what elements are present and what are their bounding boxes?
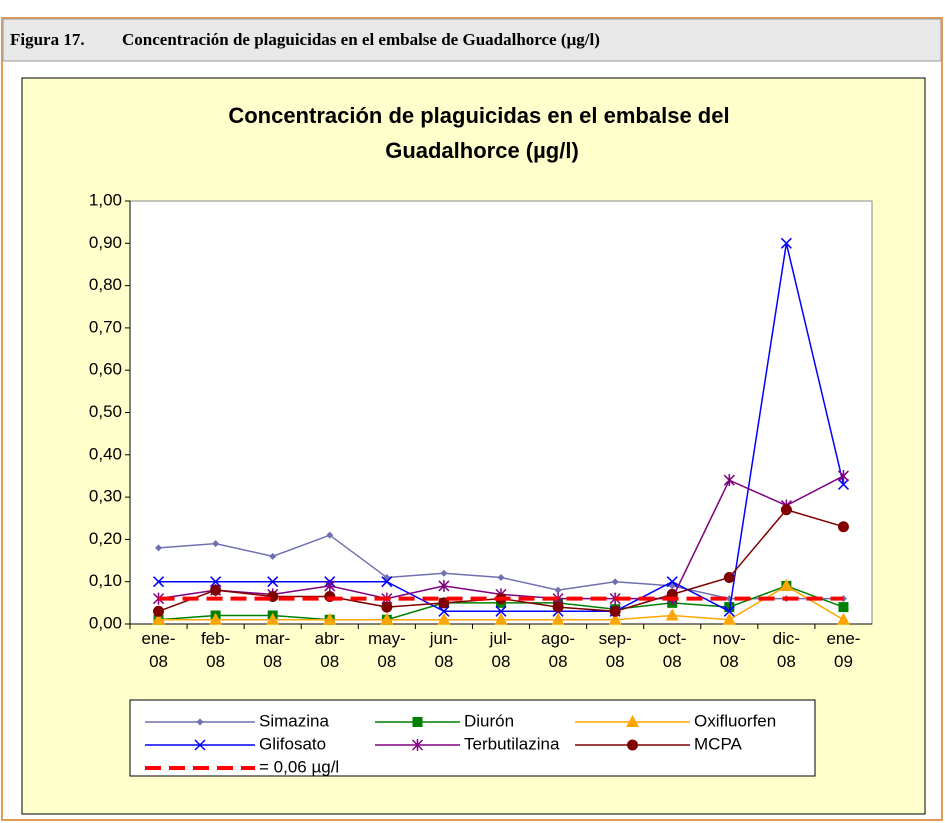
marker [209,612,223,625]
marker [323,612,337,625]
marker [494,612,508,625]
marker [609,605,621,617]
x-tick-label: feb-08 [201,629,230,671]
x-tick-label: oct-08 [658,629,686,671]
marker [152,612,166,625]
y-tick-label: 0,20 [89,529,122,548]
marker [666,576,678,588]
y-tick-label: 0,40 [89,444,122,463]
figure-number: Figura 17. [10,30,85,49]
marker [412,717,423,727]
marker [210,584,222,596]
y-tick-label: 0,60 [89,360,122,379]
marker [438,579,450,592]
y-tick-label: 0,70 [89,317,122,336]
marker [437,612,451,625]
y-tick-label: 0,10 [89,571,122,590]
y-tick-label: 0,50 [89,402,122,421]
x-tick-label: ene-08 [142,629,176,671]
legend [129,699,816,777]
figure-caption: Concentración de plaguicidas en el embal… [122,30,600,49]
y-tick-label: 0,30 [89,487,122,506]
marker [266,612,280,625]
marker [552,601,564,613]
legend-label: Oxifluorfen [694,711,776,730]
marker [779,578,793,591]
marker [324,579,336,592]
x-tick-label: ago-08 [541,629,575,671]
marker [554,586,562,594]
marker [196,718,204,726]
plot-area [129,200,873,625]
marker [838,602,849,613]
legend-label: = 0,06 µg/l [259,757,339,776]
marker [723,474,735,487]
marker [626,715,639,727]
x-tick-label: sep-08 [599,629,632,671]
marker [723,571,735,583]
y-tick-label: 0,00 [89,613,122,632]
marker [212,540,220,548]
legend-label: Diurón [464,711,514,730]
marker [440,569,448,577]
chart-title: Concentración de plaguicidas en el embal… [228,103,735,163]
marker [611,578,619,586]
marker [438,605,450,617]
x-tick-label: dic-08 [773,629,800,671]
marker [210,576,222,588]
x-tick-label: ene-09 [826,629,860,671]
x-tick-label: jun-08 [429,629,458,671]
marker [495,605,507,617]
marker [497,573,505,581]
marker [627,739,638,751]
marker [665,608,679,621]
x-tick-label: abr-08 [315,629,345,671]
y-tick-label: 0,80 [89,275,122,294]
legend-label: MCPA [694,734,743,753]
y-tick-label: 0,90 [89,233,122,252]
marker [608,612,622,625]
x-tick-label: nov-08 [713,629,746,671]
marker [837,469,849,482]
marker [326,531,334,539]
marker [155,544,163,552]
y-tick-label: 1,00 [89,190,122,209]
figure-header [2,18,942,62]
marker [411,739,424,751]
marker [722,612,736,625]
marker [381,601,393,613]
x-tick-label: may-08 [368,629,406,671]
x-tick-label: jul-08 [489,629,513,671]
marker [837,521,849,533]
marker [153,576,165,588]
legend-label: Glifosato [259,734,326,753]
marker [381,576,393,588]
marker [836,612,850,625]
marker [153,592,165,605]
marker [194,739,206,751]
legend-label: Terbutilazina [464,734,560,753]
marker [269,552,277,560]
legend-label: Simazina [259,711,329,730]
marker [723,605,735,617]
marker [837,478,849,490]
x-tick-label: mar-08 [255,629,290,671]
marker [780,504,792,516]
marker [380,612,394,625]
marker [780,237,792,249]
marker [551,612,565,625]
marker [153,605,165,617]
marker [267,576,279,588]
